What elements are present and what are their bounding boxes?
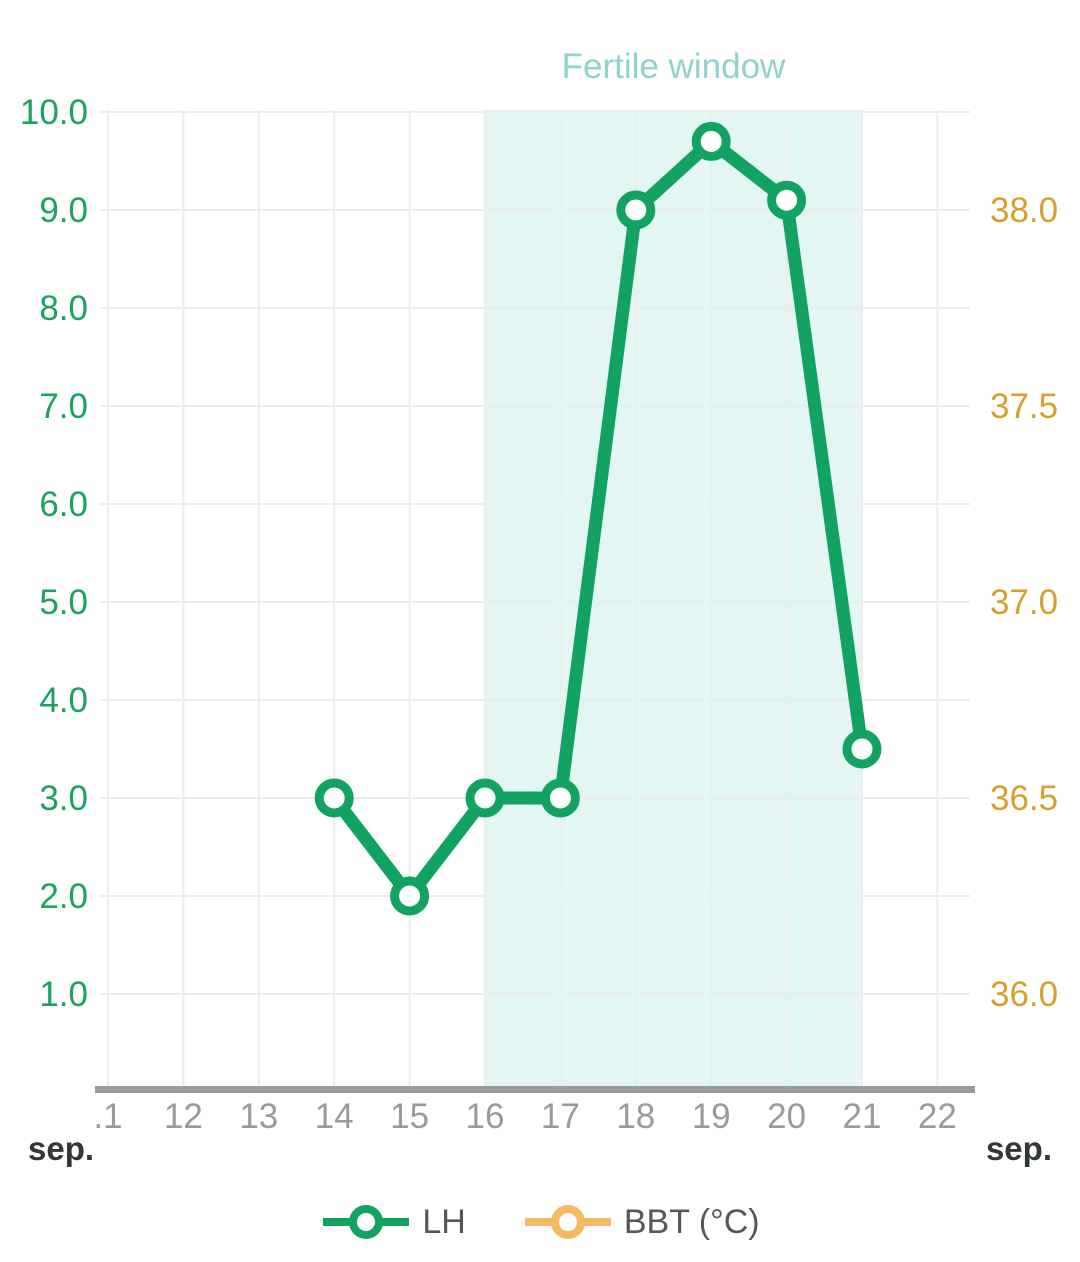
legend-label-bbt: BBT (°C) [623, 1202, 760, 1241]
legend-item-bbt[interactable]: BBT (°C) [522, 1203, 760, 1242]
left-axis-tick-label: 3.0 [39, 779, 88, 818]
left-axis-tick-label: 8.0 [39, 289, 88, 328]
data-point[interactable] [314, 778, 354, 818]
left-axis-tick-label: 1.0 [39, 975, 88, 1014]
right-axis-tick-label: 36.5 [990, 779, 1058, 818]
x-axis-tick-label: 20 [767, 1097, 806, 1136]
fertile-window-region [485, 110, 862, 1086]
x-axis-tick-label: 21 [843, 1097, 882, 1136]
data-point[interactable] [616, 190, 656, 230]
data-point[interactable] [465, 778, 505, 818]
data-point[interactable] [691, 121, 731, 161]
lh-series-marker-icon [323, 1205, 410, 1239]
x-axis-tick-label: 17 [541, 1097, 580, 1136]
right-axis-tick-label: 38.0 [990, 191, 1058, 230]
x-axis-tick-label: 14 [315, 1097, 354, 1136]
chart-legend: LH BBT (°C) [0, 1200, 1080, 1244]
x-axis-tick-label: 18 [616, 1097, 655, 1136]
data-point[interactable] [540, 778, 580, 818]
left-axis-tick-label: 9.0 [39, 191, 88, 230]
left-axis-tick-label: 7.0 [39, 387, 88, 426]
month-label-left: sep. [28, 1130, 94, 1167]
x-axis-tick-label: 19 [692, 1097, 731, 1136]
x-axis-tick-label: 16 [466, 1097, 505, 1136]
right-axis-tick-label: 36.0 [990, 975, 1058, 1014]
right-axis-tick-label: 37.5 [990, 387, 1058, 426]
x-axis-tick-label: 22 [918, 1097, 957, 1136]
x-axis-tick-label: 12 [164, 1097, 203, 1136]
legend-item-lh[interactable]: LH [320, 1202, 466, 1242]
chart-canvas: 1.0 2.0 3.0 4.0 5.0 6.0 7.0 8.0 9.0 10.0 36.0 36.5 3… [20, 47, 1058, 1167]
x-axis-tick-label: .1 [93, 1097, 122, 1136]
x-axis-tick-label: 15 [390, 1097, 429, 1136]
month-label-right: sep. [986, 1130, 1052, 1167]
legend-label-lh: LH [422, 1202, 466, 1241]
right-axis-tick-label: 37.0 [990, 583, 1058, 622]
data-point[interactable] [390, 876, 430, 916]
data-point[interactable] [767, 180, 807, 220]
x-axis-tick-label: 13 [239, 1097, 278, 1136]
left-axis-tick-label: 4.0 [39, 681, 88, 720]
chart-title: Fertile window [562, 47, 786, 86]
left-axis-tick-label: 5.0 [39, 583, 88, 622]
left-axis-tick-label: 6.0 [39, 485, 88, 524]
left-axis-tick-label: 10.0 [20, 93, 88, 132]
data-point[interactable] [842, 729, 882, 769]
bbt-series-marker-icon [524, 1205, 611, 1239]
x-axis-line [95, 1086, 975, 1093]
left-axis-tick-label: 2.0 [39, 877, 88, 916]
